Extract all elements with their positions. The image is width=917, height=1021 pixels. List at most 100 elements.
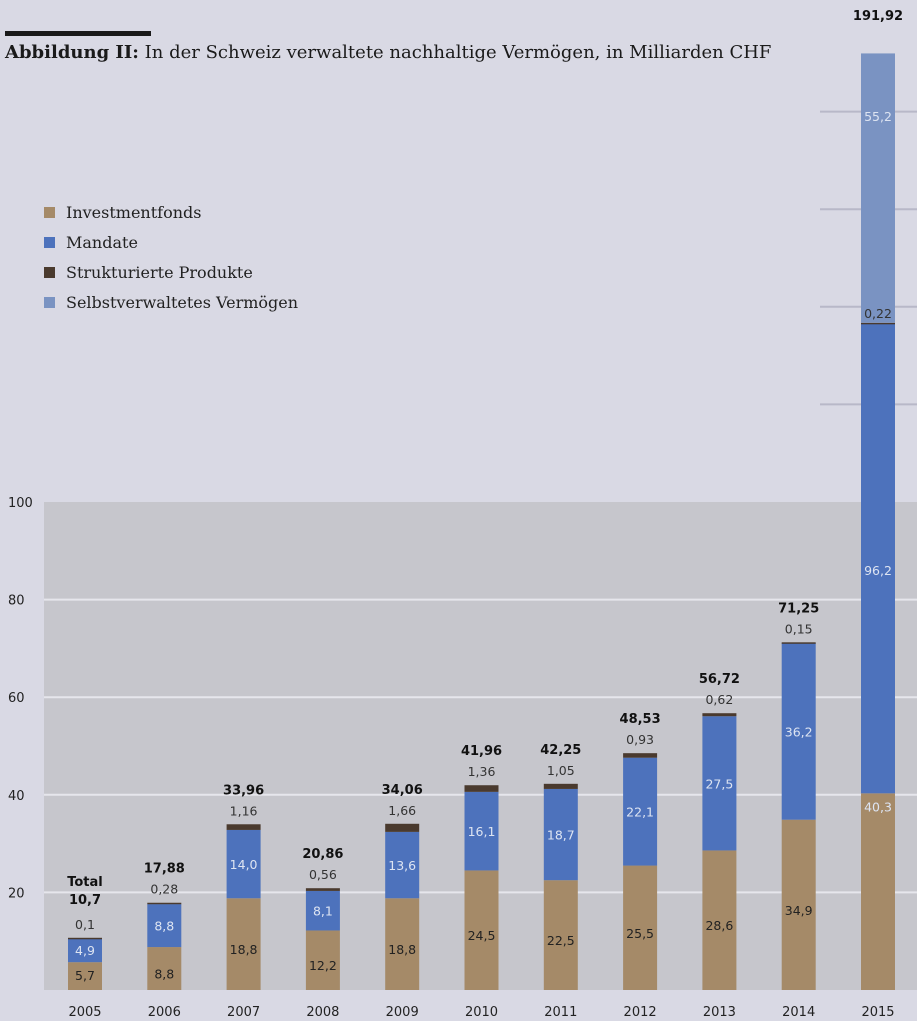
y-tick-label-60: 60 [8, 691, 25, 706]
bar-2006-2 [147, 902, 182, 905]
label-investmentfonds-2012: 25,5 [626, 926, 654, 941]
label-mandate-2011: 18,7 [547, 828, 575, 843]
bar-2008-2 [305, 888, 340, 891]
y-tick-label-80: 80 [8, 594, 25, 609]
label-selbstverwaltetes-vermoegen-2015: 55,2 [864, 109, 892, 124]
x-tick-label-2012: 2012 [624, 1005, 657, 1020]
bar-2010-2 [464, 785, 499, 792]
label-investmentfonds-2006: 8,8 [154, 967, 174, 982]
bar-2014-1 [781, 643, 816, 820]
bar-2014-0 [781, 819, 816, 990]
label-mandate-2005: 4,9 [75, 943, 95, 958]
bar-2008-0 [305, 930, 340, 990]
total-label-2015: 191,92 [853, 9, 903, 24]
label-strukturierte-produkte-2006: 0,28 [150, 882, 178, 897]
x-tick-label-2009: 2009 [386, 1005, 419, 1020]
label-investmentfonds-2015: 40,3 [864, 799, 892, 814]
x-tick-label-2014: 2014 [782, 1005, 815, 1020]
y-tick-label-40: 40 [8, 789, 25, 804]
bar-2008-1 [305, 890, 340, 931]
bar-2009-2 [385, 823, 420, 832]
x-tick-label-2015: 2015 [861, 1005, 894, 1020]
legend-item-investmentfonds: Investmentfonds [44, 197, 298, 227]
label-mandate-2010: 16,1 [468, 824, 496, 839]
legend-swatch-mandate [44, 236, 55, 248]
total-label-2013: 56,72 [699, 672, 740, 687]
label-mandate-2007: 14,0 [230, 857, 258, 872]
label-investmentfonds-2010: 24,5 [468, 928, 496, 943]
label-mandate-2006: 8,8 [154, 919, 174, 934]
y-tick-label-20: 20 [8, 886, 25, 901]
bar-2009-0 [385, 898, 420, 990]
bar-2015-0 [861, 793, 895, 990]
legend-swatch-selbstverwaltetes-vermoegen [44, 296, 55, 308]
label-mandate-2012: 22,1 [626, 805, 654, 820]
x-tick-label-2005: 2005 [68, 1005, 101, 1020]
total-prefix-label: Total [67, 875, 103, 890]
total-label-2011: 42,25 [540, 743, 581, 758]
label-strukturierte-produkte-2009: 1,66 [388, 803, 416, 818]
total-label-2010: 41,96 [461, 744, 502, 759]
bar-2010-1 [464, 791, 499, 871]
total-label-2008: 20,86 [302, 847, 343, 862]
x-tick-label-2011: 2011 [544, 1005, 577, 1020]
legend-swatch-investmentfonds [44, 206, 55, 218]
label-strukturierte-produkte-2014: 0,15 [785, 621, 813, 636]
legend-label-mandate: Mandate [66, 232, 138, 252]
total-label-2009: 34,06 [382, 783, 423, 798]
label-strukturierte-produkte-2007: 1,16 [230, 803, 258, 818]
bar-2014-2 [781, 642, 816, 644]
title-bar [5, 31, 151, 36]
total-label-2006: 17,88 [144, 862, 185, 877]
label-strukturierte-produkte-2012: 0,93 [626, 732, 654, 747]
legend-item-selbstverwaltetes-vermoegen: Selbstverwaltetes Vermögen [44, 287, 298, 317]
bar-2012-1 [623, 757, 658, 866]
bar-2013-2 [702, 713, 737, 717]
chart-title-lead: Abbildung II: [5, 42, 139, 63]
label-investmentfonds-2009: 18,8 [388, 942, 416, 957]
total-label-2012: 48,53 [620, 712, 661, 727]
label-mandate-2014: 36,2 [785, 724, 813, 739]
x-tick-label-2013: 2013 [703, 1005, 736, 1020]
bar-2005-0 [68, 962, 102, 990]
label-investmentfonds-2013: 28,6 [705, 918, 733, 933]
bar-2012-2 [623, 753, 658, 758]
label-mandate-2015: 96,2 [864, 563, 892, 578]
bar-2005-1 [68, 938, 102, 963]
bar-2007-2 [226, 824, 261, 830]
legend: Investmentfonds Mandate Strukturierte Pr… [44, 197, 298, 317]
x-tick-label-2010: 2010 [465, 1005, 498, 1020]
bar-2007-1 [226, 829, 261, 899]
label-mandate-2013: 27,5 [705, 776, 733, 791]
label-investmentfonds-2005: 5,7 [75, 968, 95, 983]
label-investmentfonds-2011: 22,5 [547, 933, 575, 948]
bar-2011-0 [543, 880, 578, 990]
bar-2009-1 [385, 831, 420, 899]
chart-title: Abbildung II: In der Schweiz verwaltete … [5, 42, 771, 63]
bar-2015-2 [861, 322, 895, 325]
legend-swatch-strukturierte-produkte [44, 266, 55, 278]
chart-title-text: In der Schweiz verwaltete nachhaltige Ve… [144, 42, 772, 63]
label-strukturierte-produkte-2015: 0,22 [864, 306, 892, 321]
bar-2010-0 [464, 870, 499, 990]
label-investmentfonds-2007: 18,8 [230, 942, 258, 957]
legend-item-mandate: Mandate [44, 227, 298, 257]
bar-2013-1 [702, 716, 737, 851]
label-strukturierte-produkte-2010: 1,36 [468, 764, 496, 779]
legend-label-selbstverwaltetes-vermoegen: Selbstverwaltetes Vermögen [66, 292, 299, 312]
y-tick-label-100: 100 [8, 496, 33, 511]
total-label-2005: 10,7 [69, 893, 101, 908]
bar-2015-3 [861, 53, 895, 323]
label-strukturierte-produkte-2013: 0,62 [705, 692, 733, 707]
legend-label-investmentfonds: Investmentfonds [66, 202, 202, 222]
total-label-2007: 33,96 [223, 783, 264, 798]
label-strukturierte-produkte-2008: 0,56 [309, 867, 337, 882]
x-tick-label-2008: 2008 [306, 1005, 339, 1020]
label-mandate-2008: 8,1 [313, 904, 333, 919]
bar-2015-1 [861, 323, 895, 794]
legend-item-strukturierte-produkte: Strukturierte Produkte [44, 257, 298, 287]
label-strukturierte-produkte-2005: 0,1 [75, 917, 95, 932]
bar-2007-0 [226, 898, 261, 990]
